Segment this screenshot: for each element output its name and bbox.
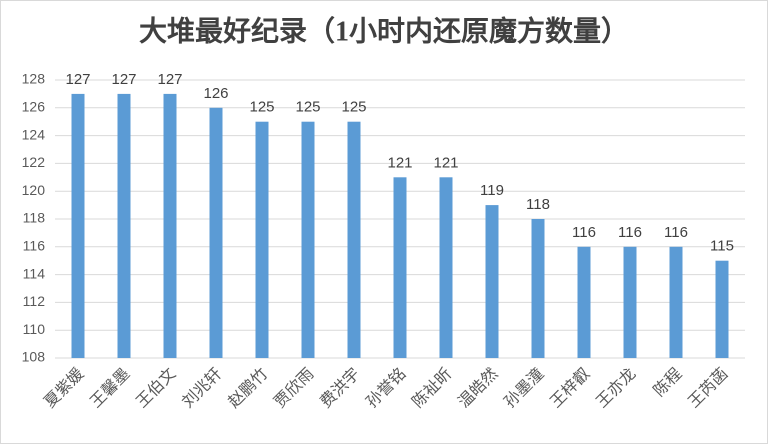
value-label: 119 [480,182,504,199]
value-label: 121 [433,154,458,171]
bar [715,260,729,358]
bar [439,177,453,358]
value-label: 116 [664,224,688,241]
value-label: 127 [65,71,90,88]
y-tick-label: 124 [22,126,46,142]
y-tick-label: 108 [22,349,46,365]
value-label: 116 [618,224,642,241]
y-tick-label: 110 [23,321,46,337]
value-label: 115 [710,238,734,255]
bar [669,246,683,358]
bar [71,93,85,359]
value-label: 126 [203,85,228,102]
bar [255,121,269,358]
bar [393,177,407,358]
y-tick-label: 120 [22,182,46,198]
bar [485,205,499,358]
bar [577,246,591,358]
value-label: 118 [526,196,550,213]
bar [301,121,315,358]
y-tick-label: 112 [23,293,46,309]
bar [209,107,223,358]
y-tick-label: 114 [23,265,46,281]
bar [117,93,131,359]
value-label: 127 [111,71,136,88]
value-label: 127 [157,71,182,88]
value-label: 121 [387,154,412,171]
y-tick-label: 126 [22,99,46,115]
value-label: 125 [341,99,366,116]
chart-title: 大堆最好纪录（1小时内还原魔方数量） [139,14,629,47]
y-tick-label: 122 [22,154,46,170]
bar [347,121,361,358]
bar [531,219,545,358]
value-label: 125 [249,99,274,116]
y-tick-label: 128 [22,71,46,87]
bar [623,246,637,358]
value-label: 116 [572,224,596,241]
value-label: 125 [295,99,320,116]
y-tick-label: 118 [23,210,46,226]
bar [163,93,177,359]
y-tick-label: 116 [23,238,46,254]
